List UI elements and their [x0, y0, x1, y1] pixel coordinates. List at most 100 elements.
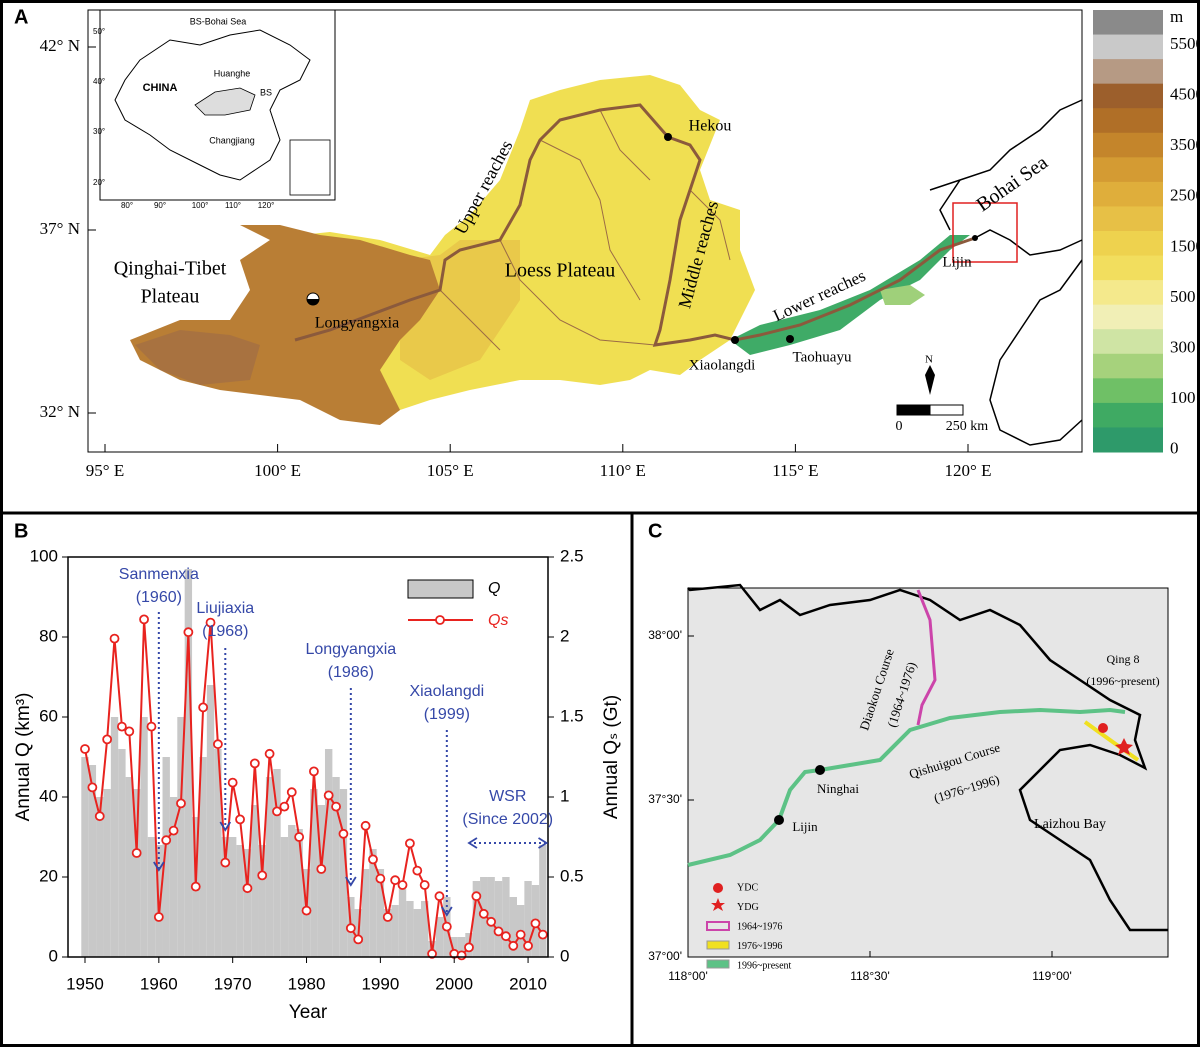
- bar: [140, 717, 148, 957]
- course-1996: [687, 707, 1126, 867]
- bar: [361, 869, 370, 957]
- panel-label: C: [648, 520, 662, 542]
- point: [220, 857, 231, 868]
- china-outline: [114, 29, 311, 181]
- colorbar-band: [1093, 157, 1163, 183]
- point: [227, 777, 238, 788]
- scale-bar: [896, 404, 931, 416]
- bar: [280, 837, 289, 957]
- point: [368, 854, 378, 865]
- x-tick-label: 2010: [509, 974, 547, 993]
- colorbar-band: [1093, 83, 1163, 109]
- panel-label: B: [14, 520, 28, 542]
- lat-label: 37° N: [40, 219, 80, 238]
- bar: [413, 909, 421, 957]
- colorbar-label: 5500: [1170, 34, 1200, 53]
- point: [153, 912, 164, 922]
- point: [279, 801, 290, 812]
- inset-box: [289, 139, 331, 196]
- point: [242, 883, 253, 894]
- point: [190, 881, 201, 892]
- point: [316, 864, 327, 874]
- bar: [398, 889, 407, 957]
- inset-label: 20°: [93, 178, 105, 187]
- tributary: [689, 189, 731, 261]
- tributary: [599, 109, 651, 181]
- colorbar-band: [1093, 34, 1163, 60]
- y2-tick-label: 2.5: [560, 546, 584, 565]
- point: [523, 940, 533, 951]
- point: [375, 873, 386, 884]
- inset-label: Changjiang: [209, 135, 255, 145]
- lon-label: 105° E: [427, 461, 474, 480]
- y-tick-label: 0: [49, 946, 58, 965]
- tributaries: [439, 109, 731, 351]
- legend-label: YDC: [737, 882, 758, 893]
- arrow-head: [345, 876, 357, 887]
- map-frame: [687, 587, 1169, 958]
- point: [427, 948, 437, 959]
- y-tick-label: 40: [39, 786, 58, 805]
- point: [102, 734, 113, 745]
- point: [301, 905, 312, 916]
- bar: [177, 717, 185, 957]
- colorbar-unit: m: [1170, 7, 1183, 26]
- point: [168, 825, 179, 836]
- point: [382, 912, 393, 922]
- point: [323, 790, 334, 801]
- place-label: Plateau: [141, 286, 200, 308]
- bar: [228, 837, 237, 957]
- lon-label: 119°00': [1032, 969, 1072, 983]
- north-arrow: [925, 365, 935, 395]
- annotation: (1999): [424, 706, 470, 723]
- bar: [184, 569, 193, 957]
- legend-swatch: [706, 940, 730, 950]
- inset-label: 80°: [121, 201, 133, 210]
- inset-label: BS: [260, 87, 272, 97]
- ydg-marker: [1115, 738, 1133, 755]
- point: [478, 908, 489, 919]
- bar: [450, 937, 458, 957]
- colorbar-label: 0: [1170, 439, 1179, 458]
- bar: [251, 805, 259, 957]
- place-label: Lijin: [942, 254, 972, 270]
- map-a: [87, 9, 1083, 453]
- y2-axis-label: Annual Qₛ (Gt): [601, 695, 622, 819]
- point: [537, 929, 548, 940]
- station-marker: [972, 235, 978, 241]
- legend-label: Q: [488, 580, 500, 597]
- bar: [132, 789, 141, 957]
- point: [131, 848, 142, 858]
- point: [249, 758, 260, 769]
- place-label: Taohuayu: [793, 349, 852, 365]
- map-c: [687, 583, 1169, 969]
- tributary: [499, 239, 656, 346]
- place-label: 250 km: [946, 419, 989, 434]
- point: [80, 744, 90, 754]
- point: [390, 875, 401, 886]
- colorbar-band: [1093, 427, 1163, 453]
- lon-label: 110° E: [600, 461, 646, 480]
- station-marker: [786, 335, 794, 343]
- point: [286, 787, 297, 798]
- colorbar-band: [1093, 304, 1163, 330]
- arrow-head: [441, 906, 453, 917]
- y2-tick-label: 1: [560, 786, 569, 805]
- bar: [317, 805, 325, 957]
- point: [161, 835, 172, 846]
- inset-label: CHINA: [143, 82, 178, 94]
- annotation: Xiaolangdi: [409, 683, 484, 700]
- bar: [310, 789, 318, 957]
- colorbar-label: 2500: [1170, 186, 1200, 205]
- y2-tick-label: 0: [560, 946, 569, 965]
- point: [257, 870, 268, 881]
- point: [198, 702, 209, 713]
- tributary: [539, 139, 641, 301]
- point: [360, 820, 371, 831]
- place-label: Xiaolangdi: [689, 357, 756, 373]
- focus-box: [952, 202, 1018, 263]
- place-label: (1996~present): [1086, 674, 1159, 688]
- station-marker: [815, 765, 825, 775]
- station-marker: [774, 815, 784, 825]
